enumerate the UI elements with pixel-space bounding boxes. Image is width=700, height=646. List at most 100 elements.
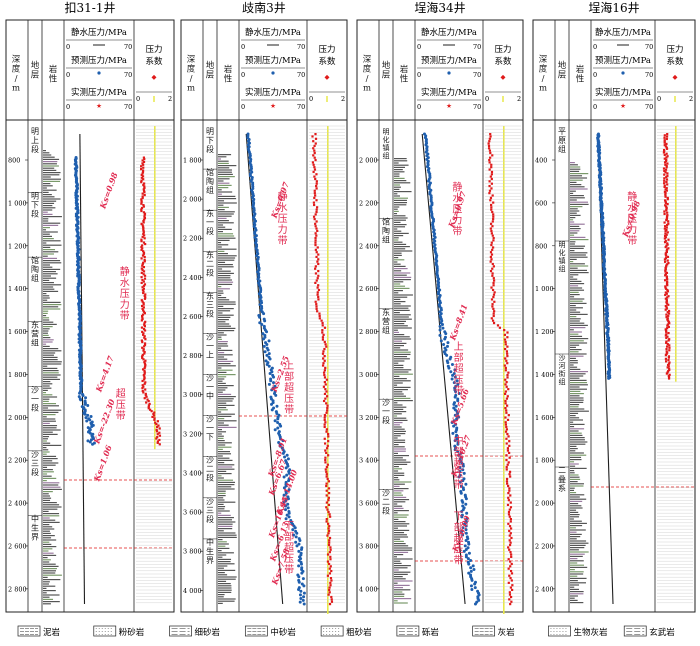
coef-point — [667, 320, 670, 324]
coef-point — [487, 144, 491, 148]
lithology-bar — [218, 387, 228, 389]
scale-min: 0 — [417, 43, 421, 51]
coef-point — [142, 273, 145, 276]
lithology-bar — [43, 581, 50, 583]
coef-point — [144, 365, 147, 368]
coef-point — [664, 239, 667, 243]
coef-point — [666, 288, 669, 292]
coef-point — [665, 298, 668, 301]
coef-point — [315, 227, 318, 230]
coef-point — [508, 487, 511, 490]
lithology-bar — [43, 176, 51, 178]
predicted-point — [88, 440, 92, 444]
coef-point — [667, 261, 670, 265]
lithology-bar — [394, 413, 402, 415]
vertical-char: 力 — [120, 298, 130, 311]
lithology-bar — [218, 261, 226, 263]
lithology-bar — [43, 172, 61, 174]
lithology-bar — [394, 547, 413, 549]
coef-point — [492, 284, 495, 287]
vertical-char: 部 — [454, 520, 464, 533]
coef-point — [664, 308, 667, 311]
coef-point — [666, 280, 669, 283]
lithology-bar — [218, 165, 237, 167]
coef-point — [141, 300, 144, 303]
lithology-bar — [394, 325, 408, 327]
vertical-char: 力 — [627, 223, 637, 236]
predicted-point — [276, 426, 280, 430]
coef-point — [313, 218, 316, 221]
coef-point — [314, 222, 317, 225]
coef-point — [313, 175, 316, 178]
coef-point — [665, 282, 669, 286]
vertical-char: 力 — [452, 213, 462, 226]
coef-point — [667, 220, 670, 223]
predicted-point — [447, 366, 451, 370]
coef-point — [316, 286, 319, 289]
lithology-bar — [43, 233, 50, 235]
lithology-bar — [43, 513, 60, 515]
vertical-char: 地 — [382, 60, 391, 71]
coef-point — [158, 443, 161, 446]
lithology-bar — [218, 591, 232, 593]
coef-point — [507, 567, 510, 570]
coef-point — [510, 536, 513, 540]
coef-point — [325, 501, 328, 504]
predicted-point — [466, 557, 470, 561]
predicted-point — [464, 548, 468, 552]
lithology-bar — [570, 162, 575, 164]
lithology-bar — [218, 334, 227, 336]
coef-point — [667, 370, 670, 373]
coef-title: 系数 — [318, 56, 336, 67]
coef-point — [156, 420, 159, 423]
slope-label: Ks=4.17 — [93, 354, 116, 394]
lithology-bar — [43, 326, 53, 328]
coef-point — [313, 192, 316, 195]
lithology-bar — [43, 383, 53, 385]
coef-point — [667, 319, 670, 322]
well-title: 歧南3井 — [242, 0, 286, 15]
lithology-bar — [218, 521, 236, 523]
predicted-point — [86, 413, 90, 417]
lithology-bar — [570, 503, 579, 505]
vertical-char: 度 — [539, 64, 548, 75]
lithology-bar — [43, 587, 47, 589]
lithology-bar — [394, 257, 399, 259]
legend-swatch — [17, 625, 41, 637]
depth-tick-label: 800 — [8, 157, 20, 165]
coef-point — [503, 364, 506, 367]
lithology-bar — [43, 343, 47, 345]
predicted-point — [465, 511, 469, 515]
lithology-bar — [218, 433, 222, 435]
lithology-bar — [43, 288, 55, 290]
coef-point — [664, 360, 668, 363]
coef-point — [663, 199, 667, 202]
coef-point — [506, 418, 510, 421]
coef-point — [328, 541, 331, 544]
coef-point — [666, 231, 669, 234]
lithology-bar — [218, 587, 232, 589]
lithology-bar — [218, 363, 231, 365]
predicted-point — [459, 451, 463, 455]
lithology-bar — [43, 284, 62, 286]
depth-tick-label: 1 000 — [535, 285, 554, 293]
lithology-bar — [394, 499, 410, 501]
lithology-bar — [218, 550, 222, 552]
coef-point — [490, 206, 493, 209]
formation-name: 东二段 — [206, 249, 214, 277]
scale-max: 70 — [473, 71, 481, 79]
predicted-point — [473, 586, 477, 590]
lithology-bar — [218, 242, 222, 244]
vertical-char: 界 — [31, 532, 39, 541]
lithology-bar — [394, 576, 403, 578]
lithology-bar — [570, 322, 585, 324]
vertical-char: 深 — [363, 55, 372, 65]
coef-point — [509, 517, 513, 521]
lithology-bar — [394, 228, 398, 230]
coef-point — [664, 245, 667, 249]
coef-point — [327, 487, 331, 490]
lithology-bar — [394, 329, 398, 331]
coef-point — [508, 525, 512, 528]
coef-point — [140, 173, 143, 176]
